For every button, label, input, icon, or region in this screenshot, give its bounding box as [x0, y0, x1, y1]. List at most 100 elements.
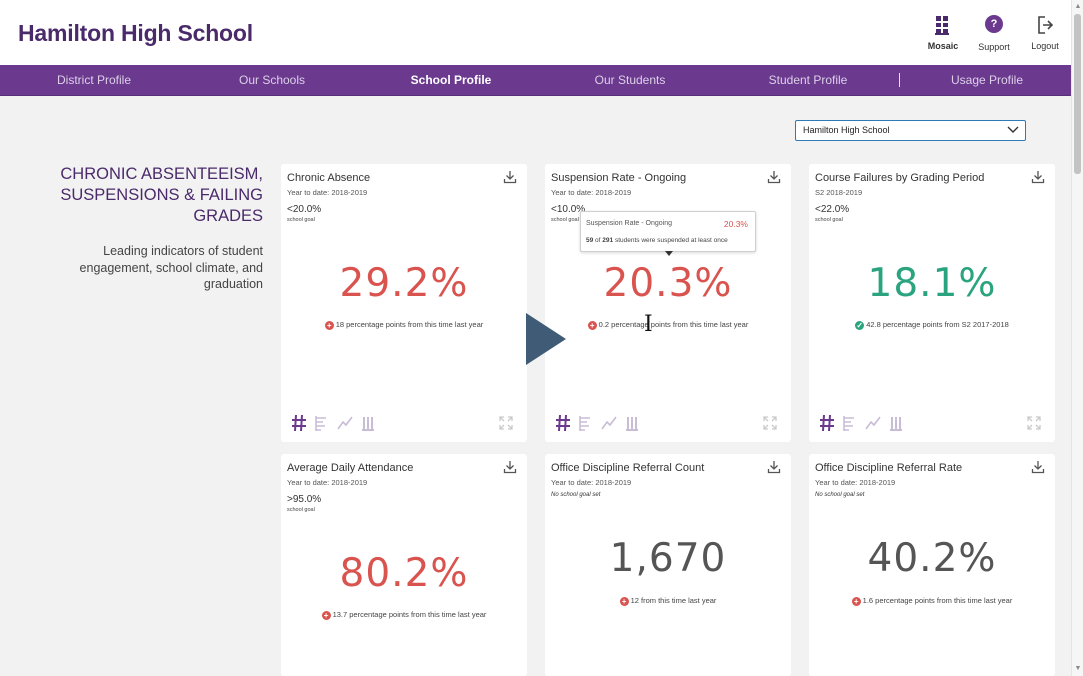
trend-down-icon: ✓ [855, 321, 865, 330]
card-delta-text: 12 from this time last year [630, 596, 717, 605]
card-subtitle: S2 2018-2019 [815, 188, 863, 197]
card-value: 20.3% [603, 261, 733, 306]
card-delta-text: 13.7 percentage points from this time la… [332, 610, 487, 619]
card-delta: ✓ 42.8 percentage points from S2 2017-201… [809, 320, 1055, 330]
download-icon[interactable] [1031, 460, 1045, 474]
card-goal-label: school goal [551, 217, 579, 223]
metric-card: Chronic Absence Year to date: 2018-2019 <2… [281, 164, 527, 442]
mosaic-button[interactable]: Mosaic [918, 14, 968, 51]
number-view-icon[interactable] [819, 414, 835, 432]
suspension-tooltip: Suspension Rate - Ongoing 20.3% 59 of 29… [580, 211, 756, 256]
card-goal: <20.0% [287, 204, 322, 215]
download-icon[interactable] [503, 170, 517, 184]
nav-our-schools[interactable]: Our Schools [238, 73, 306, 87]
download-icon[interactable] [767, 460, 781, 474]
download-icon[interactable] [1031, 170, 1045, 184]
tooltip-title: Suspension Rate - Ongoing [586, 220, 672, 227]
trend-up-icon: + [324, 321, 334, 330]
card-title: Office Discipline Referral Rate [815, 462, 963, 474]
card-goal-note: No school goal set [815, 492, 865, 498]
line-view-icon[interactable] [865, 414, 881, 432]
metric-card: Office Discipline Referral Count Year to … [545, 454, 791, 676]
card-goal-label: school goal [287, 507, 315, 513]
nav-our-students[interactable]: Our Students [594, 73, 666, 87]
logout-button[interactable]: Logout [1020, 14, 1070, 51]
scroll-thumb[interactable] [1074, 14, 1081, 174]
main-nav: District Profile Our Schools School Prof… [0, 65, 1071, 96]
card-subtitle: Year to date: 2018-2019 [287, 188, 368, 197]
card-goal: <10.0% [551, 204, 586, 215]
trend-up-icon: + [321, 611, 331, 620]
tooltip-count: 59 [586, 237, 594, 244]
card-subtitle: Year to date: 2018-2019 [551, 188, 632, 197]
text-cursor-icon: I [644, 312, 653, 337]
bar-vertical-view-icon[interactable] [888, 414, 904, 432]
nav-usage-profile[interactable]: Usage Profile [950, 73, 1024, 87]
school-select-value: Hamilton High School [803, 125, 890, 135]
card-delta-text: 18 percentage points from this time last… [335, 320, 484, 329]
card-subtitle: Year to date: 2018-2019 [287, 478, 368, 487]
nav-student-profile[interactable]: Student Profile [768, 73, 848, 87]
trend-up-icon: + [851, 597, 861, 606]
tooltip-total: 291 [602, 237, 614, 244]
nav-divider [899, 73, 900, 87]
video-play-icon[interactable] [526, 313, 566, 365]
card-value: 40.2% [867, 536, 997, 581]
card-delta-text: 0.2 percentage points from this time las… [598, 320, 749, 329]
card-delta: +1.6 percentage points from this time la… [809, 596, 1055, 606]
download-icon[interactable] [767, 170, 781, 184]
nav-district-profile[interactable]: District Profile [56, 73, 132, 87]
download-icon[interactable] [503, 460, 517, 474]
card-title: Course Failures by Grading Period [815, 172, 985, 184]
card-title: Office Discipline Referral Count [551, 462, 705, 474]
card-subtitle: Year to date: 2018-2019 [551, 478, 632, 487]
scroll-down-arrow-icon[interactable]: ▼ [1074, 665, 1082, 672]
metric-card: Course Failures by Grading Period S2 2018… [809, 164, 1055, 442]
mosaic-icon [935, 16, 949, 35]
card-value: 18.1% [867, 261, 997, 306]
number-view-icon[interactable] [555, 414, 571, 432]
metric-card: Suspension Rate - Ongoing Year to date: 2… [545, 164, 791, 442]
bar-vertical-view-icon[interactable] [624, 414, 640, 432]
bar-vertical-view-icon[interactable] [360, 414, 376, 432]
scroll-up-arrow-icon[interactable]: ▲ [1074, 3, 1082, 10]
card-delta-text: 1.6 percentage points from this time las… [862, 596, 1013, 605]
school-name: Hamilton High School [18, 20, 253, 46]
school-select[interactable]: Hamilton High School [795, 120, 1026, 141]
page-scrollbar[interactable]: ▲ ▼ [1071, 0, 1083, 676]
expand-icon[interactable] [1027, 416, 1041, 430]
card-delta: +12 from this time last year [545, 596, 791, 606]
tooltip-body: 59 of 291 students were suspended at lea… [586, 237, 728, 244]
support-label: Support [978, 42, 1010, 52]
card-goal: <22.0% [815, 204, 850, 215]
card-delta: +13.7 percentage points from this time l… [281, 610, 527, 620]
tooltip-value: 20.3% [723, 219, 748, 229]
trend-up-icon: + [619, 597, 629, 606]
metric-card: Office Discipline Referral Rate Year to d… [809, 454, 1055, 676]
card-title: Chronic Absence [287, 172, 371, 184]
section-description: Leading indicators of student engagement… [79, 244, 263, 291]
card-goal-label: school goal [815, 217, 843, 223]
expand-icon[interactable] [499, 416, 513, 430]
bar-horizontal-view-icon[interactable] [314, 414, 330, 432]
support-button[interactable]: ? Support [969, 14, 1019, 52]
nav-school-profile[interactable]: School Profile [410, 73, 492, 87]
card-delta: +0.2 percentage points from this time la… [545, 320, 791, 330]
trend-up-icon: + [587, 321, 597, 330]
card-value: 1,670 [609, 536, 727, 581]
line-view-icon[interactable] [601, 414, 617, 432]
card-value: 29.2% [339, 261, 469, 306]
card-goal-label: school goal [287, 217, 315, 223]
bar-horizontal-view-icon[interactable] [578, 414, 594, 432]
section-title: CHRONIC ABSENTEEISM, SUSPENSIONS & FAILI… [60, 165, 263, 225]
card-goal-note: No school goal set [551, 492, 601, 498]
line-view-icon[interactable] [337, 414, 353, 432]
metric-card: Average Daily Attendance Year to date: 20… [281, 454, 527, 676]
expand-icon[interactable] [763, 416, 777, 430]
card-delta: +18 percentage points from this time las… [281, 320, 527, 330]
bar-horizontal-view-icon[interactable] [842, 414, 858, 432]
app-header: Hamilton High School Mosaic ? Support Lo… [0, 0, 1071, 65]
help-icon: ? [985, 15, 1003, 33]
number-view-icon[interactable] [291, 414, 307, 432]
card-title: Average Daily Attendance [287, 462, 414, 474]
